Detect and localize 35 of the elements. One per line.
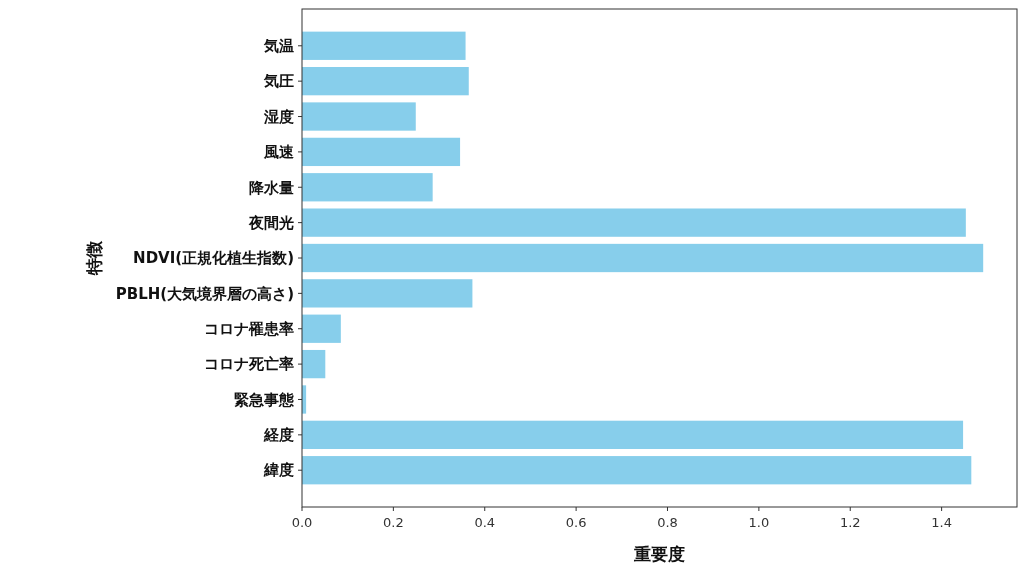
y-tick-label: NDVI(正規化植生指数) (133, 249, 294, 268)
y-tick-label: 降水量 (249, 178, 294, 197)
x-tick-label: 0.6 (565, 515, 587, 530)
x-tick-label: 0.2 (383, 515, 404, 530)
y-tick-label: 気温 (263, 37, 294, 56)
bar (302, 137, 461, 167)
bar (302, 173, 433, 202)
bar (302, 456, 972, 485)
bar (302, 67, 469, 96)
bar (302, 102, 416, 131)
bar (302, 349, 326, 379)
x-tick-label: 1.2 (839, 515, 861, 530)
bar (302, 314, 341, 343)
x-tick-label: 0.0 (291, 515, 313, 530)
bar (302, 31, 466, 60)
bar (302, 208, 966, 237)
x-tick-label: 0.4 (474, 515, 496, 530)
y-tick-label: 緊急事態 (234, 390, 295, 409)
y-tick-label: 湿度 (263, 107, 294, 126)
x-tick-label: 1.0 (748, 515, 770, 530)
x-tick-label: 1.4 (931, 515, 952, 530)
y-tick-label: コロナ死亡率 (204, 355, 294, 374)
y-tick-label: PBLH(大気境界層の高さ) (115, 284, 294, 303)
bar (302, 279, 473, 308)
y-axis-title: 特徴 (84, 240, 104, 276)
y-tick-label: 風速 (263, 143, 295, 162)
x-tick-label: 0.8 (657, 515, 678, 530)
y-tick-label: 緯度 (263, 461, 294, 480)
y-tick-label: 経度 (263, 426, 294, 445)
y-tick-label: コロナ罹患率 (204, 319, 294, 338)
x-axis-title: 重要度 (633, 544, 685, 564)
bar (302, 243, 984, 273)
bar (302, 420, 964, 449)
y-tick-label: 夜間光 (248, 213, 294, 232)
y-tick-label: 気圧 (263, 72, 294, 91)
